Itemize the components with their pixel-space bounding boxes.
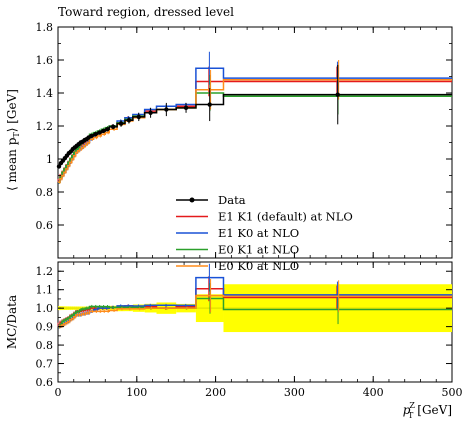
y-axis-label-main-text: ⟨ mean p xyxy=(5,137,19,191)
y-tick-label-ratio: 1.1 xyxy=(36,284,54,297)
ratio-line-e0-k1-at-nlo xyxy=(58,297,452,328)
legend-label-e1-k0-at-nlo: E1 K0 at NLO xyxy=(218,226,299,240)
y-tick-label-ratio: 0.6 xyxy=(36,376,54,389)
data-point xyxy=(164,107,169,112)
x-axis-label-sup: Z xyxy=(409,401,415,410)
data-step-line xyxy=(58,93,452,168)
x-tick-label: 400 xyxy=(363,386,384,399)
legend-item-e1-k1-default-at-nlo: E1 K1 (default) at NLO xyxy=(176,210,353,224)
y-axis-label-main: ⟨ mean pT⟩ [GeV] xyxy=(5,89,21,191)
data-point xyxy=(126,118,132,123)
chart-title: Toward region, dressed level xyxy=(58,5,234,19)
y-axis-label-main-unit: ⟩ [GeV] xyxy=(5,89,19,132)
data-point xyxy=(97,130,102,135)
y-tick-label-ratio: 0.9 xyxy=(36,321,54,334)
y-tick-label-main: 1.4 xyxy=(36,87,54,100)
data-point xyxy=(136,114,141,120)
y-tick-label-ratio: 0.7 xyxy=(36,358,54,371)
y-tick-label-main: 1.8 xyxy=(36,21,54,34)
y-tick-label-main: 0.8 xyxy=(36,186,54,199)
legend-item-e1-k0-at-nlo: E1 K0 at NLO xyxy=(176,226,299,240)
series-line-e0-k1-at-nlo xyxy=(58,92,452,183)
y-tick-label-main: 0.6 xyxy=(36,219,54,232)
x-tick-label: 0 xyxy=(55,386,62,399)
y-tick-label-ratio: 0.8 xyxy=(36,339,54,352)
data-point xyxy=(56,164,62,169)
data-point xyxy=(89,133,94,139)
legend: Data E1 K1 (default) at NLO E1 K0 at NLO E0… xyxy=(176,193,353,273)
legend-label-e0-k1-at-nlo: E0 K1 at NLO xyxy=(218,243,299,257)
data-point xyxy=(207,102,212,107)
legend-label-e0-k0-at-nlo: E0 K0 at NLO xyxy=(218,259,299,273)
data-point xyxy=(148,110,153,116)
ratio-band-layer xyxy=(58,284,452,333)
y-axis-label-ratio: MC/Data xyxy=(5,295,19,349)
data-point xyxy=(101,128,106,134)
y-tick-label-ratio: 1.0 xyxy=(36,302,54,315)
x-tick-label: 300 xyxy=(284,386,305,399)
legend-item-e0-k1-at-nlo: E0 K1 at NLO xyxy=(176,243,299,257)
data-point xyxy=(105,127,110,132)
y-tick-label-main: 1 xyxy=(46,153,53,166)
y-tick-label-ratio: 1.2 xyxy=(36,265,54,278)
y-axis-label-main-sub: T xyxy=(12,132,21,138)
data-point xyxy=(118,121,124,126)
legend-label-e1-k1-default-at-nlo: E1 K1 (default) at NLO xyxy=(218,210,353,224)
data-point xyxy=(335,92,340,97)
x-axis-label: pZ T [GeV] xyxy=(403,401,452,420)
x-axis-label-main: p xyxy=(403,403,411,417)
main-series-layer xyxy=(56,51,452,184)
y-tick-label-main: 1.2 xyxy=(36,120,54,133)
x-tick-label: 500 xyxy=(442,386,463,399)
ratio-series-layer xyxy=(57,263,452,329)
data-point xyxy=(110,124,116,130)
legend-label-data: Data xyxy=(218,193,246,207)
y-tick-label-main: 1.6 xyxy=(36,54,54,67)
tick-layer: 0 100 200 300 400 500 0.6 0.8 1 1.2 1.4 1.6 1.8 0.6 0.… xyxy=(36,21,463,399)
data-point xyxy=(93,132,98,137)
x-tick-label: 200 xyxy=(205,386,226,399)
x-tick-label: 100 xyxy=(126,386,147,399)
legend-item-e0-k0-at-nlo: E0 K0 at NLO xyxy=(176,259,299,273)
x-axis-label-sub: T xyxy=(408,411,414,420)
legend-marker-data xyxy=(189,197,195,203)
x-axis-label-unit: [GeV] xyxy=(417,403,452,417)
data-point xyxy=(183,105,189,111)
legend-item-data: Data xyxy=(176,193,246,207)
